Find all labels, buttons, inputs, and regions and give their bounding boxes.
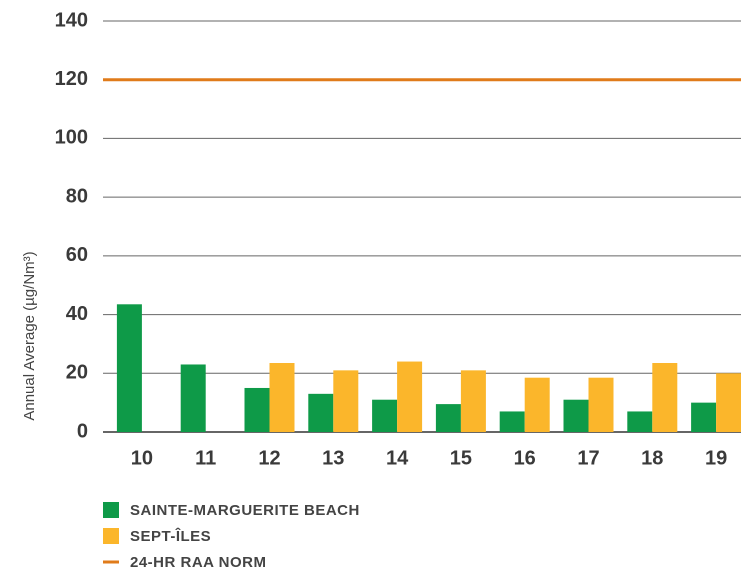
x-tick-label: 13 (322, 447, 344, 469)
bar (435, 404, 461, 432)
bar (563, 399, 589, 432)
bar (691, 402, 717, 432)
bar (308, 393, 334, 432)
y-tick-label: 100 (55, 127, 88, 149)
bar (716, 373, 741, 432)
y-tick-label: 0 (77, 420, 88, 442)
x-tick-label: 19 (705, 447, 727, 469)
bar (499, 411, 525, 432)
x-tick-label: 10 (131, 447, 153, 469)
x-tick-label: 17 (577, 447, 599, 469)
bar (333, 370, 359, 432)
y-axis-label: Annual Average (µg/Nm³) (21, 251, 38, 420)
x-tick-label: 18 (641, 447, 663, 469)
y-tick-label: 140 (55, 9, 88, 31)
legend-label: SAINTE-MARGUERITE BEACH (130, 502, 360, 519)
x-tick-label: 12 (258, 447, 280, 469)
bar (372, 399, 398, 432)
legend-swatch (103, 528, 119, 544)
x-tick-label: 15 (450, 447, 472, 469)
x-tick-label: 14 (386, 447, 409, 469)
y-tick-label: 40 (66, 303, 88, 325)
x-tick-label: 11 (195, 447, 216, 469)
bar (116, 304, 142, 432)
bar (397, 361, 423, 432)
legend-label: SEPT-ÎLES (130, 527, 211, 545)
y-tick-label: 120 (55, 68, 88, 90)
bar (524, 377, 550, 432)
bar (460, 370, 486, 432)
y-tick-label: 80 (66, 185, 88, 207)
bar (269, 363, 295, 432)
y-tick-label: 60 (66, 244, 88, 266)
bar (652, 363, 678, 432)
legend-swatch (103, 502, 119, 518)
bar (180, 364, 206, 432)
bar (627, 411, 653, 432)
bar (588, 377, 614, 432)
x-tick-label: 16 (514, 447, 536, 469)
y-tick-label: 20 (66, 362, 88, 384)
bar (244, 387, 270, 432)
legend-label: 24-HR RAA NORM (130, 554, 266, 570)
